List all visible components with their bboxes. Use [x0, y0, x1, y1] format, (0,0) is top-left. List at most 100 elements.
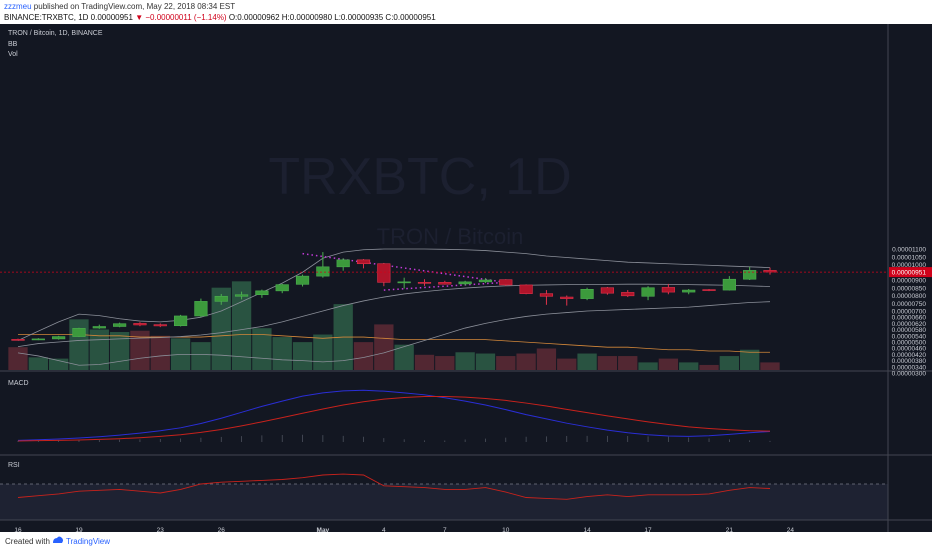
candle-body — [499, 279, 513, 286]
candle-body — [702, 289, 716, 291]
volume-bar — [8, 347, 28, 370]
last-price-tag — [889, 267, 932, 278]
volume-bar — [130, 330, 150, 370]
price-tick-label: 0.00000500 — [892, 340, 927, 347]
volume-bar — [597, 356, 618, 370]
price-axis-bg — [888, 24, 932, 540]
volume-bar — [679, 362, 699, 370]
volume-bar — [557, 358, 577, 370]
volume-bar — [658, 358, 679, 370]
volume-bar — [638, 362, 658, 370]
price-tick-label: 0.00000580 — [892, 327, 927, 334]
last-price-label: 0.00000951 — [892, 270, 927, 277]
price-tick-label: 0.00000380 — [892, 358, 927, 365]
tradingview-logo-icon — [53, 536, 63, 543]
price-tick-label: 0.00000620 — [892, 321, 927, 328]
candle-body — [113, 323, 127, 327]
macd-legend[interactable]: MACD — [8, 380, 29, 387]
trendlines — [302, 252, 506, 291]
change-down-icon: ▼ — [135, 13, 144, 22]
price-tick-label: 0.00001100 — [892, 247, 926, 254]
volume-bar — [719, 356, 740, 370]
candle-body — [255, 290, 269, 296]
candle-body — [92, 326, 106, 329]
upper-trendline — [302, 252, 506, 284]
chart-title[interactable]: TRON / Bitcoin, 1D, BINANCE — [8, 30, 103, 37]
volume-bar — [48, 358, 69, 370]
bollinger-bands — [17, 248, 771, 366]
candle-body — [478, 279, 493, 283]
signal-line — [17, 395, 771, 442]
candle-body — [214, 295, 228, 302]
price-tick-label: 0.00001050 — [892, 254, 927, 261]
date-tick-label: 19 — [75, 527, 83, 534]
date-tick-label: 7 — [443, 527, 447, 534]
candle-body — [52, 336, 66, 340]
volume-bar — [69, 319, 89, 370]
volume-bar — [211, 287, 231, 370]
candle-body — [72, 328, 86, 337]
candle-body — [519, 284, 533, 294]
candle-body — [397, 281, 411, 284]
chart-area[interactable]: TRXBTC, 1D TRON / Bitcoin 0.00000.00000.… — [0, 24, 932, 540]
price-tick-label: 0.00000340 — [892, 364, 927, 371]
candle-body — [31, 338, 45, 341]
candle-body — [194, 301, 208, 317]
ohlc-text: O:0.00000962 H:0.00000980 L:0.00000935 C… — [228, 13, 436, 22]
volume-bar — [374, 324, 394, 370]
volume-bar — [252, 328, 272, 370]
volume-bar — [272, 337, 292, 370]
volume-bar — [292, 342, 313, 370]
price-tick-label: 0.00000540 — [892, 333, 927, 340]
candles — [11, 252, 777, 341]
date-tick-label: 21 — [726, 527, 734, 534]
date-tick-label: 4 — [382, 527, 386, 534]
rsi-line — [17, 473, 771, 500]
volume-bar — [109, 332, 130, 370]
symbol-line: BINANCE:TRXBTC, 1D 0.00000951 — [4, 13, 133, 22]
candle-body — [377, 263, 391, 283]
price-tick-label: 0.00000300 — [892, 371, 927, 378]
macd-line — [17, 389, 771, 441]
watermark: TRXBTC, 1D TRON / Bitcoin — [268, 148, 571, 249]
published-text: published on TradingView.com, May 22, 20… — [33, 2, 236, 11]
price-tick-label: 0.00000460 — [892, 346, 927, 353]
date-tick-label: 10 — [502, 527, 510, 534]
footer: Created with TradingView — [0, 532, 932, 550]
volume-bar — [150, 335, 170, 370]
price-tick-label: 0.00000850 — [892, 285, 927, 292]
volume-bar — [313, 334, 333, 370]
volume-bar — [414, 354, 435, 370]
tradingview-brand[interactable]: TradingView — [66, 537, 111, 546]
volume-bar — [516, 353, 536, 370]
candle-body — [743, 270, 757, 280]
candle-body — [722, 278, 736, 291]
candle-body — [11, 339, 25, 341]
vol-legend[interactable]: Vol — [8, 51, 18, 58]
volume-bar — [496, 356, 516, 370]
volume-bar — [191, 342, 211, 370]
rsi-pane: 80.000060.000040.0000 — [0, 473, 926, 521]
volume-bar — [740, 349, 760, 370]
candle-body — [275, 284, 289, 292]
rsi-legend[interactable]: RSI — [8, 462, 20, 469]
candle-body — [580, 288, 594, 299]
date-tick-label: 16 — [14, 527, 22, 534]
candle-body — [153, 324, 167, 327]
volume-bar — [435, 356, 455, 370]
candle-body — [458, 281, 472, 285]
chart-svg[interactable]: TRXBTC, 1D TRON / Bitcoin 0.00000.00000.… — [0, 24, 932, 540]
macd-pane: 0.00000.00000.0000 — [17, 383, 926, 442]
volume-bar — [353, 342, 374, 370]
volume-bar — [455, 352, 475, 370]
price-tick-label: 0.00001000 — [892, 262, 927, 269]
volume-bar — [760, 362, 780, 370]
price-tick-label: 0.00000660 — [892, 315, 927, 322]
volume-bar — [536, 348, 557, 370]
bb-legend[interactable]: BB — [8, 41, 18, 48]
price-tick-label: 0.00000900 — [892, 278, 927, 285]
candle-body — [234, 294, 249, 297]
bb-lower-line — [17, 301, 771, 366]
publisher-name[interactable]: zzzmeu — [4, 2, 32, 11]
